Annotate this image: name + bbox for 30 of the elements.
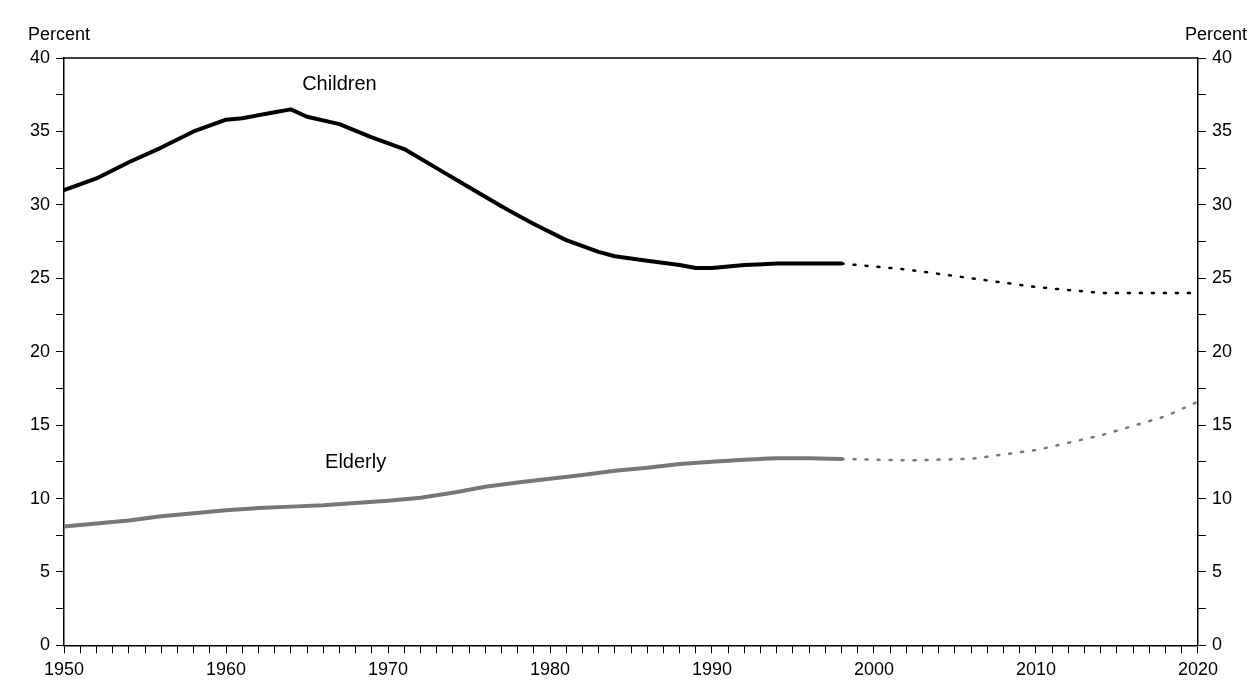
y-tick-label: 40 [29, 46, 51, 67]
x-tick-label: 1990 [691, 659, 733, 680]
series-label: Elderly [325, 450, 387, 473]
y-tick-label: 5 [40, 560, 51, 581]
x-tick-label: 1970 [367, 659, 409, 680]
x-tick-label: 1980 [529, 659, 571, 680]
y-tick-label: 0 [40, 634, 51, 655]
y2-tick-label: 15 [1211, 414, 1233, 435]
x-tick-label: 1960 [205, 659, 247, 680]
y2-tick-label: 30 [1211, 193, 1233, 214]
x-tick-label: 2010 [1015, 659, 1057, 680]
y2-tick-label: 10 [1211, 487, 1233, 508]
y2-tick-label: 40 [1211, 46, 1233, 67]
y2-tick-label: 5 [1211, 560, 1222, 581]
series-label: Children [302, 71, 377, 94]
y2-tick-label: 0 [1211, 634, 1222, 655]
y-tick-label: 25 [29, 267, 51, 288]
y2-axis-title: Percent [1184, 23, 1248, 44]
y2-tick-label: 20 [1211, 340, 1233, 361]
y-tick-label: 10 [29, 487, 51, 508]
x-tick-label: 2000 [853, 659, 895, 680]
y-axis-title: Percent [28, 23, 91, 44]
x-tick-label: 2020 [1177, 659, 1218, 680]
y-tick-label: 20 [29, 340, 51, 361]
y2-tick-label: 35 [1211, 120, 1233, 141]
y-tick-label: 30 [29, 193, 51, 214]
y-tick-label: 15 [29, 414, 51, 435]
y2-tick-label: 25 [1211, 267, 1233, 288]
x-tick-label: 1950 [44, 659, 85, 680]
y-tick-label: 35 [29, 120, 51, 141]
